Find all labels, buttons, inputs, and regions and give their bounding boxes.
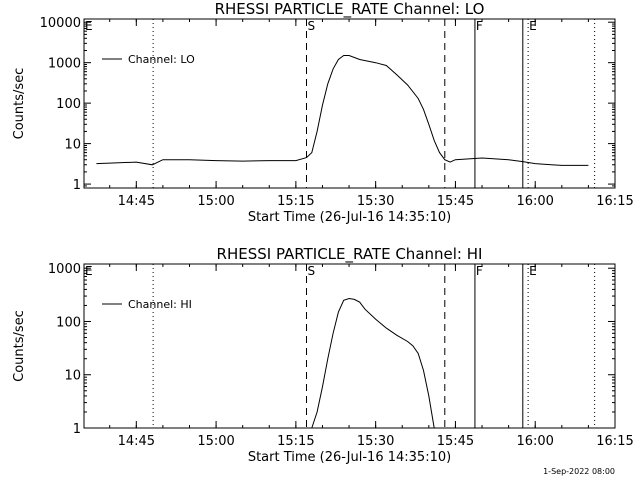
x-tick-label: 15:45	[437, 194, 474, 209]
event-marker-label: F	[476, 264, 483, 278]
x-tick-label: 16:15	[596, 194, 633, 209]
y-tick-label: 10	[64, 369, 81, 384]
y-tick-label: 100	[56, 97, 81, 112]
x-tick-label: 15:00	[197, 194, 234, 209]
x-tick-label: 16:00	[516, 194, 553, 209]
event-marker-label: E	[529, 264, 537, 278]
x-axis-label: Start Time (26-Jul-16 14:35:10)	[248, 210, 451, 225]
event-marker-label: S	[308, 264, 316, 278]
series-line-hi	[311, 297, 435, 429]
chart-hi: RHESSI PARTICLE_RATE Channel: HI 14:45 15:…	[12, 245, 634, 465]
x-tick-label: 15:00	[197, 434, 234, 449]
y-tick-label: 100	[56, 315, 81, 330]
legend-entry: Channel: HI	[128, 298, 192, 311]
footer-timestamp: 1-Sep-2022 08:00	[543, 467, 615, 476]
y-axis-label: Counts/sec	[12, 68, 27, 140]
y-tick-label: 10	[64, 138, 81, 153]
series-line-lo	[96, 55, 589, 166]
y-tick-label: 1	[73, 178, 81, 193]
y-axis-label: Counts/sec	[12, 310, 27, 382]
chart-title-hi: RHESSI PARTICLE_RATE Channel: HI	[217, 245, 483, 264]
event-marker-label: E	[85, 19, 93, 33]
y-tick-label: 1000	[48, 262, 81, 277]
plot-frame-hi	[83, 263, 616, 429]
y-tick-label: 10000	[40, 16, 81, 31]
event-marker-label: E	[85, 264, 93, 278]
x-tick-label: 15:15	[277, 194, 314, 209]
x-tick-label: 16:15	[596, 434, 633, 449]
event-marker-label: F	[476, 19, 483, 33]
x-tick-label: 14:45	[118, 434, 155, 449]
y-tick-label: 1	[73, 422, 81, 437]
x-tick-label: 16:00	[516, 434, 553, 449]
y-tick-label: 1000	[48, 57, 81, 72]
x-tick-label: 15:30	[357, 434, 394, 449]
x-tick-label: 14:45	[118, 194, 155, 209]
plot-frame-lo	[83, 18, 616, 189]
legend-entry: Channel: LO	[128, 53, 195, 66]
x-tick-label: 15:45	[437, 434, 474, 449]
x-tick-label: 15:15	[277, 434, 314, 449]
event-marker-label: E	[529, 19, 537, 33]
x-axis-label: Start Time (26-Jul-16 14:35:10)	[248, 450, 451, 465]
event-marker-label: S	[308, 19, 316, 33]
x-tick-label: 15:30	[357, 194, 394, 209]
chart-lo: RHESSI PARTICLE_RATE Channel: LO 14:45 15:…	[12, 0, 634, 225]
chart-title-lo: RHESSI PARTICLE_RATE Channel: LO	[215, 0, 485, 19]
